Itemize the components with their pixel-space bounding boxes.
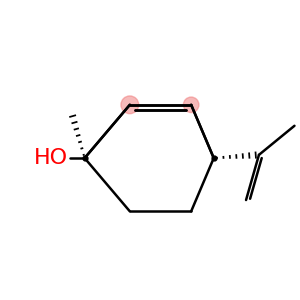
Circle shape [183, 97, 199, 112]
Circle shape [121, 96, 139, 114]
Text: HO: HO [34, 148, 68, 168]
